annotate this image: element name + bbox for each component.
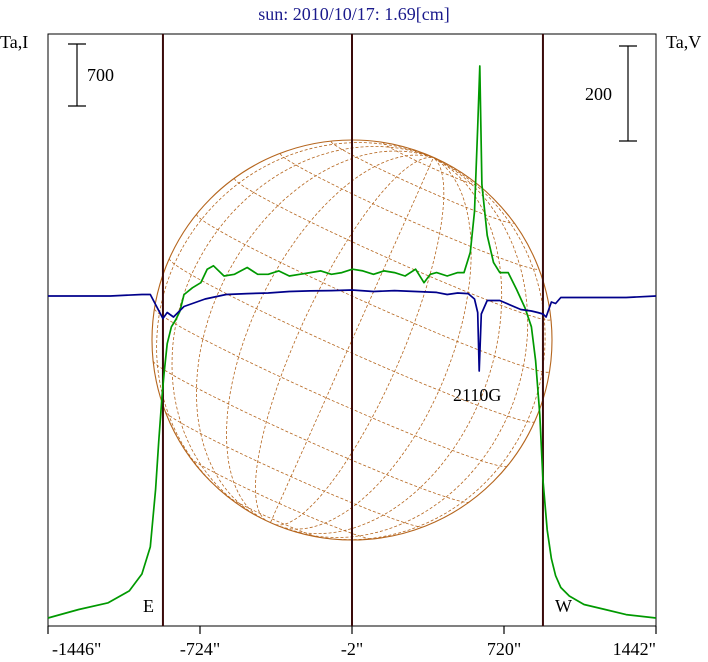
chart-title: sun: 2010/10/17: 1.69[cm] (258, 4, 450, 24)
longitude-line (226, 154, 434, 519)
annotation-2110g: 2110G (453, 385, 501, 405)
longitude-line (284, 157, 503, 534)
left-scale-label: 700 (87, 65, 114, 85)
y-right-label: Ta,V (666, 32, 701, 52)
latitude-line (227, 496, 319, 538)
series-intensity-line (47, 65, 657, 619)
limb-label-e: E (143, 596, 154, 616)
longitude-line (156, 142, 434, 497)
longitude-line (254, 156, 434, 521)
longitude-line (171, 146, 434, 511)
x-tick-label: -724" (180, 639, 220, 659)
longitude-line (279, 157, 472, 530)
latitude-line (152, 360, 470, 503)
limb-lines (161, 34, 544, 626)
longitude-line (275, 157, 445, 526)
longitude-line (295, 157, 529, 538)
left-scale-bar: 700 (68, 43, 114, 107)
y-left-label: Ta,I (0, 32, 28, 52)
series-group (47, 65, 657, 619)
x-tick-label: -2" (341, 639, 363, 659)
series-polarization-line (48, 289, 657, 372)
x-tick-label: 1442" (613, 639, 656, 659)
right-scale-label: 200 (585, 84, 612, 104)
limb-label-w: W (555, 596, 572, 616)
latitude-line (383, 142, 479, 186)
x-axis-ticks: -1446" -724" -2" 720" 1442" (47, 626, 657, 659)
latitude-line (154, 308, 507, 467)
right-scale-bar: 200 (585, 45, 637, 142)
longitude-line (196, 150, 434, 517)
x-tick-label: 720" (487, 639, 521, 659)
latitude-line (190, 457, 373, 540)
x-tick-label: -1446" (52, 639, 101, 659)
longitude-line (318, 157, 546, 541)
